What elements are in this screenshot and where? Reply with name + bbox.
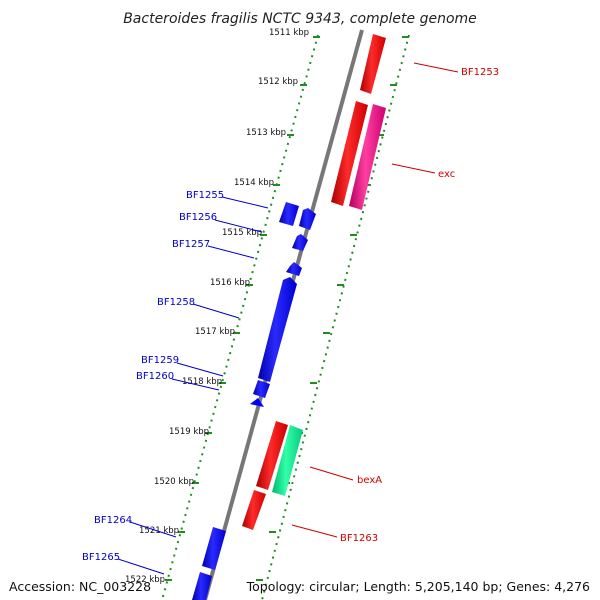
tick-label-1514: 1514 kbp — [234, 178, 274, 188]
gene-bf1264-arrow[interactable] — [202, 527, 226, 570]
gene-bf1257-arrow[interactable] — [292, 234, 308, 251]
tick-label-1515: 1515 kbp — [222, 228, 262, 238]
label-bf1264[interactable]: BF1264 — [94, 515, 177, 538]
label-bf1255-text: BF1255 — [186, 190, 224, 201]
tick-label-1516: 1516 kbp — [210, 278, 250, 288]
gene-bexa-arrow[interactable] — [272, 425, 303, 496]
tick-label-1512: 1512 kbp — [258, 77, 298, 87]
label-bf1257[interactable]: BF1257 — [172, 239, 255, 259]
gene-bf1254-arrow[interactable] — [331, 101, 368, 206]
tick-label-1519: 1519 kbp — [169, 427, 209, 437]
tick-label-1522: 1522 kbp — [125, 575, 165, 585]
label-bf1258[interactable]: BF1258 — [157, 297, 240, 319]
label-bf1253[interactable]: BF1253 — [413, 62, 499, 78]
label-exc[interactable]: exc — [391, 163, 455, 180]
tick-label-1518: 1518 kbp — [182, 377, 222, 387]
gene-bf1253-arrow[interactable] — [360, 34, 386, 94]
gene-bf1257b-arrow[interactable] — [286, 262, 302, 276]
tick-label-1517: 1517 kbp — [195, 327, 235, 337]
label-bf1265[interactable]: BF1265 — [82, 552, 165, 575]
genome-summary-text: Topology: circular; Length: 5,205,140 bp… — [246, 579, 590, 594]
accession-text: Accession: NC_003228 — [9, 579, 152, 594]
gene-bf1261-arrow[interactable] — [256, 421, 288, 490]
gene-bf1263-arrow[interactable] — [242, 490, 266, 530]
label-bf1264-text: BF1264 — [94, 515, 132, 526]
label-bexa[interactable]: bexA — [309, 466, 382, 486]
gene-bf1258-arrow[interactable] — [258, 277, 297, 382]
label-bexa-text: bexA — [357, 475, 382, 486]
gene-bf1256-arrow[interactable] — [299, 208, 316, 230]
label-bf1253-text: BF1253 — [461, 67, 499, 78]
label-bf1260-text: BF1260 — [136, 371, 174, 382]
tick-label-1511: 1511 kbp — [269, 28, 309, 38]
gene-bf1259-arrow[interactable] — [253, 380, 270, 398]
label-bf1260[interactable]: BF1260 — [136, 371, 220, 391]
label-exc-text: exc — [438, 169, 455, 180]
label-bf1256[interactable]: BF1256 — [179, 212, 263, 233]
ruler-ticks — [165, 36, 320, 581]
label-bf1257-text: BF1257 — [172, 239, 210, 250]
label-bf1263[interactable]: BF1263 — [291, 524, 378, 544]
label-bf1263-text: BF1263 — [340, 533, 378, 544]
tick-label-1520: 1520 kbp — [154, 477, 194, 487]
gene-exc-arrow[interactable] — [349, 104, 386, 210]
label-bf1259[interactable]: BF1259 — [141, 355, 224, 377]
ruler-inner — [161, 34, 319, 600]
label-bf1255[interactable]: BF1255 — [186, 190, 269, 209]
gene-bf1265-arrow[interactable] — [192, 572, 212, 600]
map-title: Bacteroides fragilis NCTC 9343, complete… — [123, 11, 477, 27]
tick-label-1513: 1513 kbp — [246, 128, 286, 138]
label-bf1256-text: BF1256 — [179, 212, 217, 223]
label-bf1265-text: BF1265 — [82, 552, 120, 563]
label-bf1259-text: BF1259 — [141, 355, 179, 366]
label-bf1258-text: BF1258 — [157, 297, 195, 308]
gene-bf1260-arrow[interactable] — [250, 398, 264, 407]
gene-bf1255-arrow[interactable] — [279, 202, 299, 226]
